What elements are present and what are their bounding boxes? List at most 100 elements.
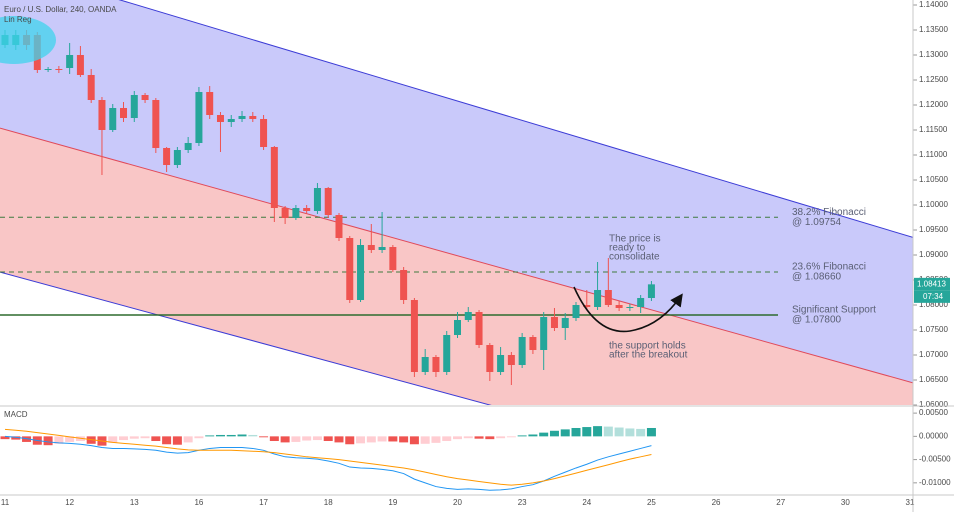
x-tick-label: 31 — [906, 498, 915, 507]
y-tick-label: 1.07000 — [919, 350, 948, 359]
candle-body — [604, 290, 612, 305]
y-tick-label: 1.12500 — [919, 75, 948, 84]
candle-body — [346, 238, 354, 300]
candle-body — [260, 119, 268, 147]
annotation: the support holds — [609, 341, 686, 352]
candle-body — [130, 95, 138, 118]
x-tick-label: 27 — [776, 498, 785, 507]
candle-body — [540, 317, 548, 350]
histogram-bar — [129, 436, 139, 439]
candle-body — [454, 320, 461, 335]
candle-body — [647, 284, 655, 298]
curved-arrow — [573, 286, 683, 333]
series-layer — [0, 30, 656, 491]
level-name: 38.2% Fibonacci — [792, 207, 866, 218]
level-label: @ 1.07800 — [792, 315, 842, 326]
candle-body — [497, 355, 505, 372]
histogram-bar — [377, 436, 387, 442]
histogram-bar — [183, 436, 193, 443]
y-tick-label: 1.06500 — [919, 375, 948, 384]
x-tick-label: 16 — [194, 498, 203, 507]
candle-body — [324, 188, 332, 215]
candle-body — [529, 337, 537, 350]
candle-body — [389, 247, 397, 270]
histogram-bar — [366, 436, 376, 443]
histogram-bar — [582, 427, 592, 437]
histogram-bar — [226, 434, 236, 437]
histogram-bar — [280, 436, 290, 443]
candle-body — [507, 355, 515, 365]
candle-body — [357, 245, 365, 300]
x-tick-label: 26 — [712, 498, 721, 507]
level-name: Significant Support — [792, 305, 876, 316]
candle-body — [292, 208, 300, 218]
x-tick-label: 12 — [65, 498, 74, 507]
y-tick-label: -0.01000 — [919, 478, 951, 487]
level-label: @ 1.09754 — [792, 217, 842, 228]
candle-body — [238, 116, 246, 119]
histogram-bar — [0, 436, 10, 440]
y-tick-label: 1.12000 — [919, 100, 948, 109]
candle-body — [55, 69, 63, 70]
level-layer — [0, 216, 778, 316]
x-tick-label: 25 — [647, 498, 656, 507]
candle-body — [486, 345, 494, 372]
histogram-bar — [463, 436, 473, 439]
candle-body — [120, 108, 128, 118]
candle-body — [518, 337, 526, 365]
histogram-bar — [302, 436, 312, 441]
candle-body — [87, 75, 95, 100]
macd-label: MACD — [4, 410, 28, 419]
histogram-bar — [151, 436, 161, 442]
level-label: @ 1.08660 — [792, 272, 842, 283]
annotation: after the breakout — [609, 350, 688, 361]
candle-body — [443, 335, 451, 372]
candle-body — [475, 312, 483, 345]
candle-body — [378, 247, 386, 250]
candle-body — [400, 270, 408, 300]
y-tick-label: 1.14000 — [919, 0, 948, 9]
y-tick-label: 1.07500 — [919, 325, 948, 334]
histogram-bar — [345, 436, 355, 445]
histogram-bar — [431, 436, 441, 443]
y-tick-label: 1.06000 — [919, 400, 948, 409]
y-tick-label: 1.13000 — [919, 50, 948, 59]
y-tick-label: 1.11000 — [919, 150, 948, 159]
histogram-bar — [248, 434, 258, 437]
candle-body — [184, 143, 192, 150]
candle-body — [98, 100, 106, 130]
annotation: The price is — [609, 234, 661, 245]
candle-body — [216, 115, 224, 122]
histogram-bar — [474, 436, 484, 439]
channel-layer — [0, 0, 913, 405]
highlight-ellipse — [0, 16, 56, 64]
candle-body — [464, 312, 472, 320]
y-tick-label: 0.00500 — [919, 408, 948, 417]
histogram-bar — [323, 436, 333, 442]
channel-upper-line — [118, 0, 913, 238]
candle-body — [163, 148, 171, 165]
candle-body — [615, 305, 623, 308]
histogram-bar — [291, 436, 301, 442]
histogram-bar — [119, 436, 129, 441]
histogram-bar — [636, 428, 646, 437]
candle-body — [410, 300, 418, 372]
histogram-bar — [528, 434, 538, 437]
histogram-bar — [54, 436, 64, 444]
histogram-bar — [539, 432, 549, 437]
candle-body — [303, 208, 311, 211]
last-price-label: 1.08413 — [917, 279, 946, 288]
histogram-bar — [593, 426, 603, 437]
histogram-bar — [442, 436, 452, 442]
y-tick-label: 1.09000 — [919, 250, 948, 259]
histogram-bar — [646, 427, 656, 437]
histogram-bar — [162, 436, 172, 445]
y-tick-label: 1.11500 — [919, 125, 948, 134]
candle-body — [109, 108, 117, 130]
candle-body — [550, 317, 558, 328]
histogram-bar — [269, 436, 279, 442]
x-tick-label: 24 — [582, 498, 591, 507]
y-tick-label: 1.10000 — [919, 200, 948, 209]
